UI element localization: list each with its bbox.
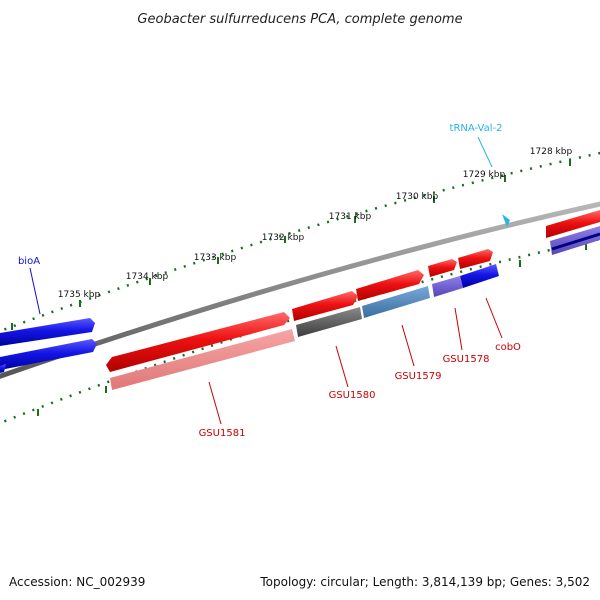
gene-stripe: [551, 232, 600, 251]
ruler-label: 1734 kbp: [126, 272, 169, 282]
accession-text: Accession: NC_002939: [9, 575, 145, 589]
gene-arrow[interactable]: [0, 339, 97, 370]
gene-label-GSU1578[interactable]: GSU1578: [443, 354, 490, 365]
leader-line: [477, 136, 493, 168]
ruler-label: 1731 kbp: [329, 212, 372, 222]
leader-line: [485, 297, 503, 339]
leader-line: [335, 345, 349, 388]
leader-line: [29, 267, 41, 315]
gene-arrow[interactable]: [546, 210, 600, 238]
gene-arrow[interactable]: [0, 318, 95, 346]
gene-arrow[interactable]: [428, 259, 457, 277]
ruler-dots-outer: [0, 151, 600, 333]
ruler-label: 1730 kbp: [396, 192, 439, 202]
gene-label-bioA[interactable]: bioA: [18, 256, 40, 267]
leader-line: [454, 307, 463, 351]
gene-box[interactable]: [362, 286, 430, 318]
ruler-label: 1729 kbp: [463, 170, 506, 180]
genome-summary: Topology: circular; Length: 3,814,139 bp…: [259, 575, 590, 589]
ruler-label: 1733 kbp: [194, 253, 237, 263]
gene-arrow[interactable]: [458, 249, 493, 269]
gene-label-GSU1581[interactable]: GSU1581: [199, 428, 246, 439]
gene-label-GSU1580[interactable]: GSU1580: [329, 390, 376, 401]
gene-arrow[interactable]: [292, 291, 358, 321]
gene-arrow-partial[interactable]: [0, 364, 6, 373]
ruler-label: 1732 kbp: [262, 233, 305, 243]
ruler-label: 1735 kbp: [58, 290, 101, 300]
gene-label-cobO[interactable]: cobO: [495, 342, 521, 353]
gene-label-GSU1579[interactable]: GSU1579: [395, 371, 442, 382]
gene-box[interactable]: [460, 264, 499, 288]
leader-line: [208, 381, 222, 425]
gene-box[interactable]: [110, 329, 295, 390]
gene-arrow[interactable]: [106, 312, 290, 372]
trna-marker[interactable]: [502, 214, 510, 227]
ruler-label: 1728 kbp: [530, 147, 573, 157]
gene-box[interactable]: [432, 276, 463, 297]
leader-line: [401, 324, 415, 367]
label-leaders: [29, 136, 503, 425]
gene-box[interactable]: [296, 307, 362, 337]
outer-ruler: 1728 kbp 1729 kbp 1730 kbp 1731 kbp 1732…: [0, 147, 600, 333]
gene-label-trna[interactable]: tRNA-Val-2: [450, 123, 503, 134]
gene-arrow[interactable]: [356, 270, 424, 301]
reverse-genes: [0, 226, 600, 390]
map-title: Geobacter sulfurreducens PCA, complete g…: [137, 12, 462, 27]
forward-genes: [0, 210, 600, 372]
